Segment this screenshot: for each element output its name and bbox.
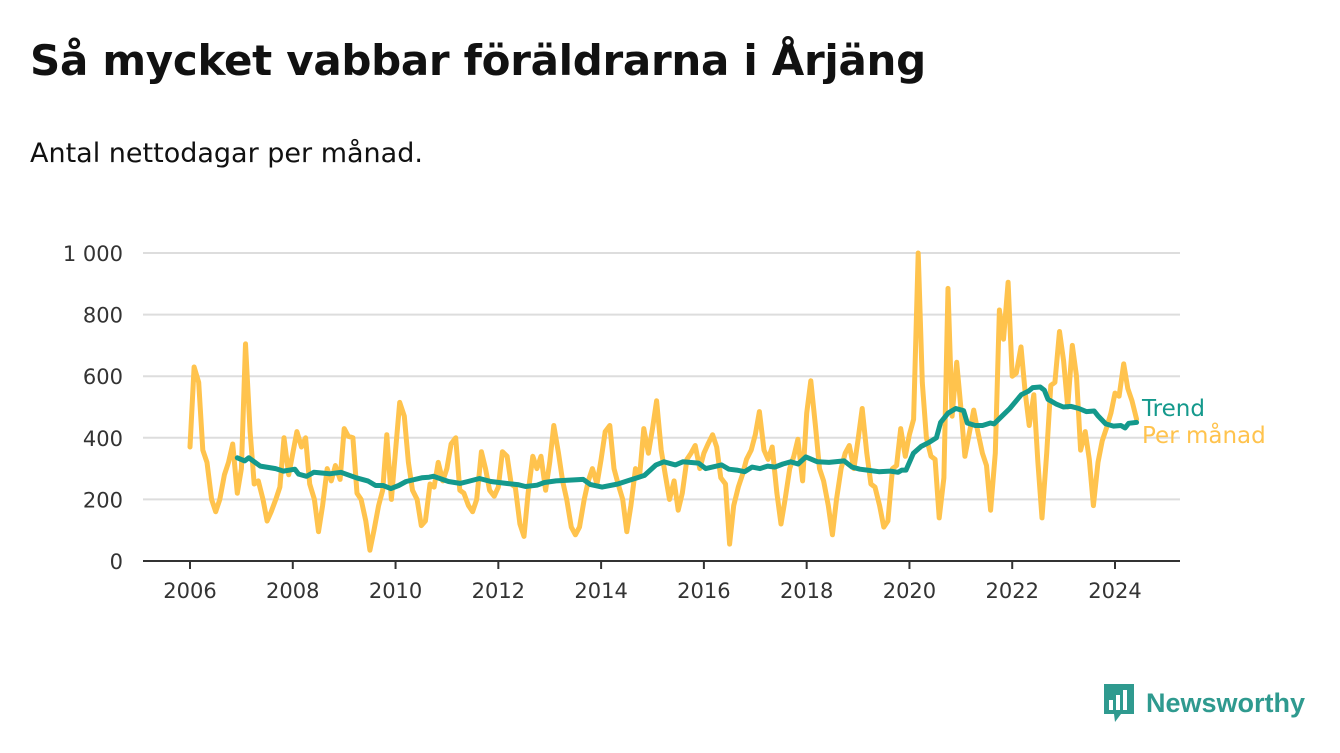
x-tick-label: 2022 <box>985 579 1038 603</box>
x-tick-label: 2020 <box>883 579 936 603</box>
series-label-trend: Trend <box>1141 396 1205 422</box>
series-lines <box>187 250 1140 553</box>
newsworthy-logo[interactable]: Newsworthy <box>1102 682 1305 724</box>
x-tick-label: 2006 <box>163 579 216 603</box>
x-tick-label: 2014 <box>574 579 627 603</box>
brand-name: Newsworthy <box>1146 687 1306 718</box>
x-tick-label: 2016 <box>677 579 730 603</box>
x-tick-label: 2018 <box>780 579 833 603</box>
series-line-per-manad <box>187 250 1140 553</box>
series-label-per-manad: Per månad <box>1142 421 1266 449</box>
x-tick-label: 2012 <box>472 579 525 603</box>
y-tick-label: 1 000 <box>63 242 123 266</box>
y-tick-label: 400 <box>83 427 123 451</box>
y-tick-label: 0 <box>110 550 123 574</box>
x-tick-label: 2008 <box>266 579 319 603</box>
x-axis-ticks: 2006 2008 2010 2012 2014 2016 2018 2020 2022 2024 <box>163 561 1142 603</box>
series-line-trend <box>234 384 1140 492</box>
chart-subtitle: Antal nettodagar per månad. <box>30 138 423 169</box>
bar-chart-speech-bubble-icon <box>1104 684 1134 722</box>
y-tick-label: 800 <box>83 304 123 328</box>
chart-title: Så mycket vabbar föräldrarna i Årjäng <box>30 36 926 85</box>
y-tick-label: 600 <box>83 365 123 389</box>
y-axis-ticks: 0 200 400 600 800 1 000 <box>63 242 123 574</box>
x-tick-label: 2024 <box>1088 579 1141 603</box>
y-tick-label: 200 <box>83 488 123 512</box>
x-tick-label: 2010 <box>369 579 422 603</box>
